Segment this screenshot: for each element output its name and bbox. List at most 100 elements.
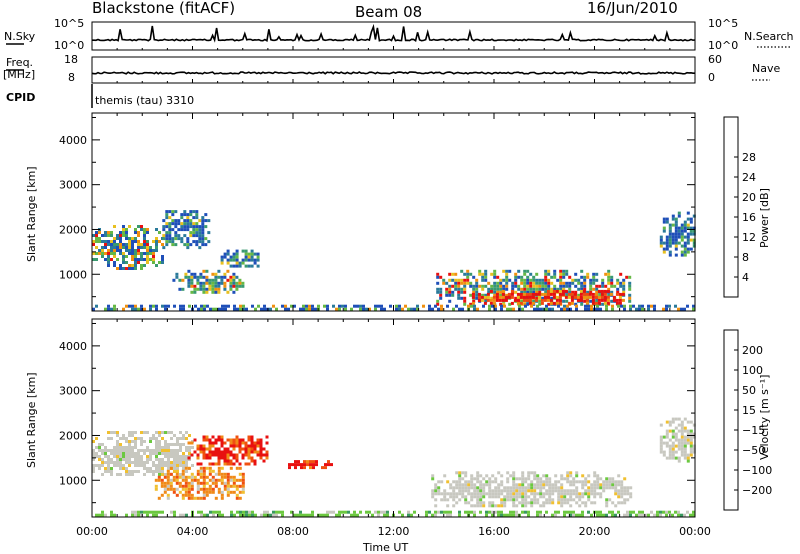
echo-cell [475,293,479,297]
echo-cell [134,231,137,234]
echo-cell [659,238,663,242]
echo-cell [496,290,500,294]
echo-cell [623,486,627,490]
echo-cell [134,446,137,449]
echo-cell [235,493,239,497]
echo-cell [581,492,585,496]
echo-cell [439,290,443,294]
echo-cell [200,304,203,308]
echo-cell [680,426,684,430]
echo-cell [622,287,626,291]
echo-cell [229,255,233,259]
echo-cell [122,258,125,261]
echo-cell [451,290,455,294]
echo-cell [539,486,543,490]
echo-cell [470,492,474,496]
echo-cell [443,489,447,493]
echo-cell [125,440,128,443]
echo-cell [226,481,230,485]
echo-cell [689,229,693,233]
echo-cell [573,295,577,299]
echo-cell [122,464,125,467]
echo-cell [680,450,684,454]
echo-cell [566,498,570,502]
echo-cell [574,302,578,306]
echo-cell [253,450,257,454]
echo-cell [629,304,632,308]
echo-cell [211,481,215,485]
echo-cell [616,287,620,291]
echo-cell [206,304,209,308]
echo-cell [196,444,200,448]
echo-cell [180,222,184,226]
echo-cell [107,304,110,308]
echo-cell [116,258,119,261]
echo-cell [95,304,98,308]
echo-cell [247,444,251,448]
echo-cell [176,452,179,455]
echo-cell [247,453,251,457]
echo-cell [547,284,551,288]
nsearch-label: N.Search [744,30,794,43]
echo-cell [161,473,164,476]
echo-cell [549,298,553,302]
echo-cell [119,231,122,234]
echo-cell [539,489,543,493]
echo-cell [665,441,669,445]
echo-cell [374,307,377,311]
echo-cell [626,498,630,502]
echo-cell [253,441,257,445]
echo-cell [452,504,456,508]
echo-cell [238,438,242,442]
echo-cell [565,269,569,273]
echo-cell [628,299,632,303]
echo-cell [590,307,593,311]
echo-cell [265,456,269,460]
echo-cell [674,223,678,227]
echo-cell [461,495,465,499]
echo-cell [178,481,182,485]
echo-cell [146,246,149,249]
echo-cell [683,244,687,248]
echo-cell [214,447,218,451]
echo-cell [125,473,128,476]
echo-cell [199,496,203,500]
echo-cell [188,446,191,449]
echo-cell [594,292,598,296]
echo-cell [242,307,245,311]
echo-cell [149,452,152,455]
echo-cell [257,304,260,308]
echo-cell [581,510,584,514]
echo-cell [176,449,179,452]
echo-cell [485,480,489,484]
echo-cell [149,510,152,514]
echo-cell [113,461,116,464]
echo-cell [163,484,167,488]
echo-cell [662,229,666,233]
echo-cell [247,456,251,460]
echo-cell [168,222,172,226]
echo-cell [309,466,312,470]
freq-label-2: [MHz] [3,68,35,81]
echo-cell [293,513,296,517]
echo-cell [608,510,611,514]
echo-cell [125,237,128,240]
echo-cell [536,304,539,308]
echo-cell [668,250,672,254]
echo-cell [674,253,678,257]
echo-cell [460,296,464,300]
nsearch-tick-bottom: 10^0 [708,39,738,52]
echo-cell [538,287,542,291]
echo-cell [174,225,178,229]
echo-cell [196,447,200,451]
echo-cell [608,486,612,490]
echo-cell [671,441,675,445]
echo-cell [521,483,525,487]
freq-tick-bottom: 8 [68,71,75,84]
echo-cell [275,307,278,311]
echo-cell [497,486,501,490]
echo-cell [119,237,122,240]
echo-cell [613,284,617,288]
echo-cell [555,289,559,293]
echo-cell [659,447,663,451]
